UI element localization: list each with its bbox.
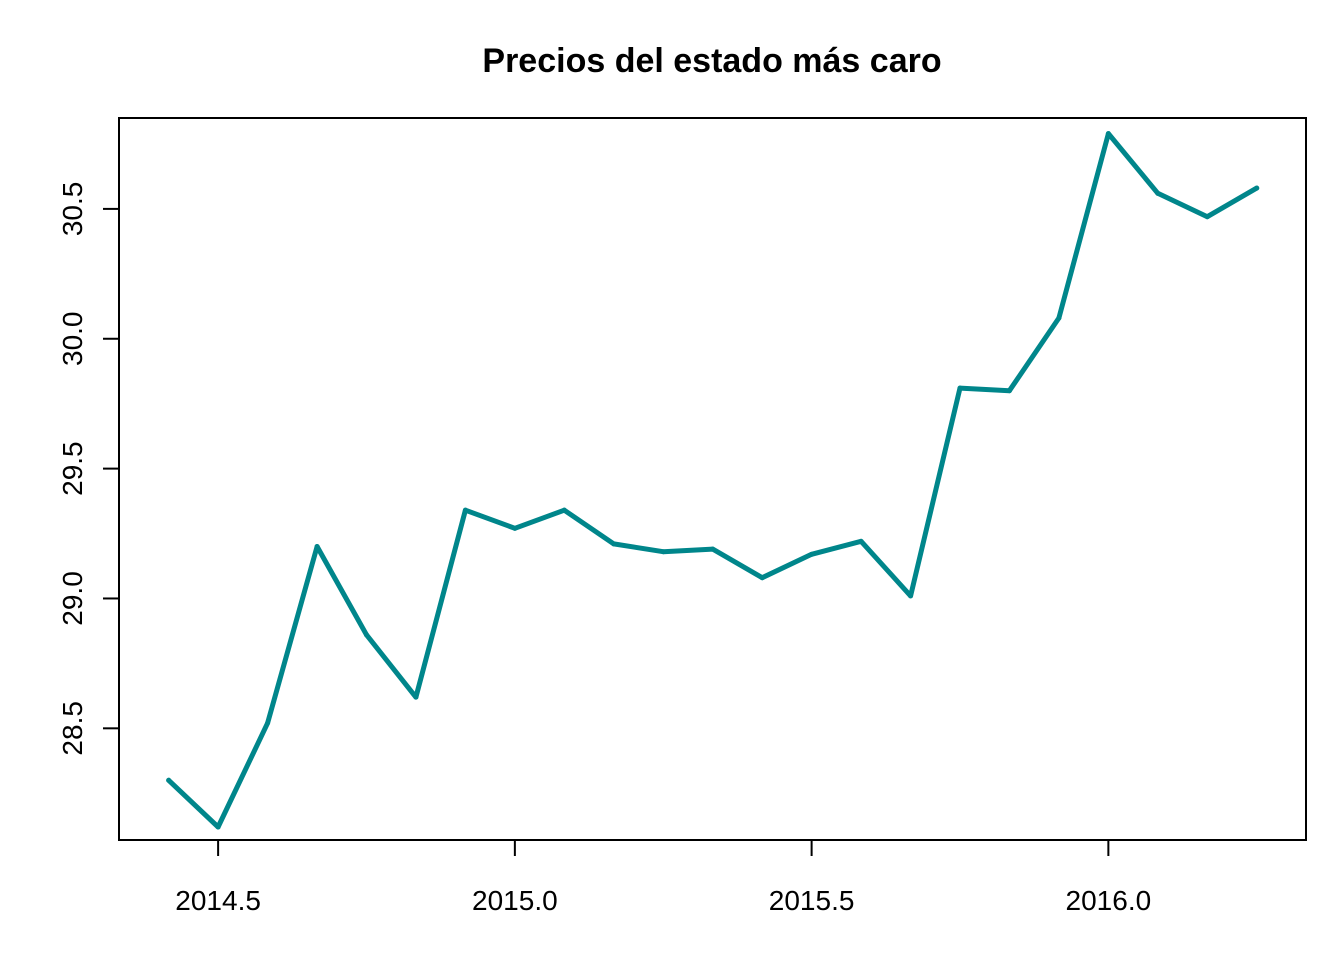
data-point bbox=[265, 720, 271, 726]
data-point bbox=[759, 575, 765, 581]
data-point bbox=[363, 632, 369, 638]
data-point bbox=[1105, 131, 1111, 137]
y-tick-label: 29.0 bbox=[57, 571, 88, 626]
data-point bbox=[166, 777, 172, 783]
chart-title: Precios del estado más caro bbox=[482, 42, 941, 80]
x-tick-label: 2014.5 bbox=[175, 885, 261, 916]
data-point bbox=[1155, 190, 1161, 196]
data-point bbox=[858, 538, 864, 544]
data-point bbox=[908, 593, 914, 599]
data-point bbox=[215, 824, 221, 830]
y-tick-label: 29.5 bbox=[57, 441, 88, 496]
plot-area-border bbox=[118, 117, 1307, 841]
data-point bbox=[314, 544, 320, 550]
data-point bbox=[1006, 388, 1012, 394]
x-tick-label: 2015.5 bbox=[769, 885, 855, 916]
y-tick-label: 28.5 bbox=[57, 701, 88, 756]
data-point bbox=[957, 385, 963, 391]
data-point bbox=[1056, 315, 1062, 321]
x-tick-label: 2016.0 bbox=[1066, 885, 1152, 916]
x-axis: 2014.5 2015.0 2015.5 2016.0 bbox=[175, 839, 1152, 916]
data-point bbox=[1204, 214, 1210, 220]
y-tick-label: 30.0 bbox=[57, 312, 88, 367]
data-point bbox=[1254, 185, 1260, 191]
data-point bbox=[660, 549, 666, 555]
series-line bbox=[166, 131, 1260, 830]
data-point bbox=[561, 507, 567, 513]
data-point bbox=[462, 507, 468, 513]
data-point bbox=[710, 546, 716, 552]
data-point bbox=[809, 551, 815, 557]
data-point bbox=[512, 525, 518, 531]
x-tick-label: 2015.0 bbox=[472, 885, 558, 916]
data-point bbox=[611, 541, 617, 547]
series-layer bbox=[166, 131, 1260, 830]
y-tick-label: 30.5 bbox=[57, 182, 88, 237]
y-axis: 28.5 29.0 29.5 30.0 30.5 bbox=[57, 182, 120, 756]
data-point bbox=[413, 694, 419, 700]
